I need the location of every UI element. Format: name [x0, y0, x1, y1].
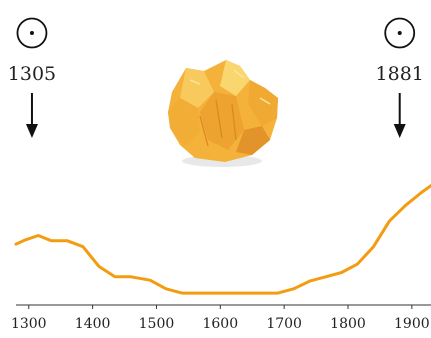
annotation-label: 1305	[8, 63, 56, 85]
data-point	[67, 240, 68, 241]
data-point	[405, 205, 406, 206]
data-point	[150, 280, 151, 281]
data-point	[198, 293, 199, 294]
data-point	[309, 281, 310, 282]
data-point	[115, 276, 116, 277]
arrow-head	[26, 124, 38, 138]
arrow-head	[394, 124, 406, 138]
circle-dot	[398, 31, 402, 35]
data-point	[341, 272, 342, 273]
arrow-down-icon	[26, 93, 38, 138]
x-tick-label: 1800	[330, 316, 366, 332]
annotation: 1881	[376, 19, 424, 139]
data-point	[16, 244, 17, 245]
x-tick-label: 1900	[394, 316, 430, 332]
circle-dot	[30, 31, 34, 35]
data-point	[25, 239, 26, 240]
data-point	[277, 293, 278, 294]
data-point	[229, 293, 230, 294]
x-tick-label: 1400	[75, 316, 111, 332]
data-point	[325, 276, 326, 277]
data-point	[245, 293, 246, 294]
series-line-group	[16, 185, 431, 294]
data-point	[182, 293, 183, 294]
series-line	[16, 186, 431, 294]
annotation-label: 1881	[376, 63, 424, 85]
sulfur-rock-illustration	[168, 60, 278, 167]
data-point	[83, 246, 84, 247]
circled-dot-icon	[17, 19, 46, 48]
data-point	[293, 288, 294, 289]
x-axis: 1300 1400 1500 1600 1700 1800 1900	[11, 305, 431, 332]
data-point	[99, 266, 100, 267]
data-point	[421, 192, 422, 193]
x-tick-label: 1700	[266, 316, 302, 332]
x-tick-label: 1300	[11, 316, 47, 332]
x-tick-label: 1600	[202, 316, 238, 332]
data-point	[373, 246, 374, 247]
data-point	[130, 276, 131, 277]
data-point	[213, 293, 214, 294]
arrow-down-icon	[394, 93, 406, 138]
annotation: 1305	[8, 19, 56, 139]
data-point	[51, 240, 52, 241]
data-point	[389, 220, 390, 221]
data-point	[261, 293, 262, 294]
data-point	[357, 263, 358, 264]
data-point	[38, 235, 39, 236]
data-point	[166, 288, 167, 289]
x-tick-label: 1500	[139, 316, 175, 332]
circled-dot-icon	[385, 19, 414, 48]
